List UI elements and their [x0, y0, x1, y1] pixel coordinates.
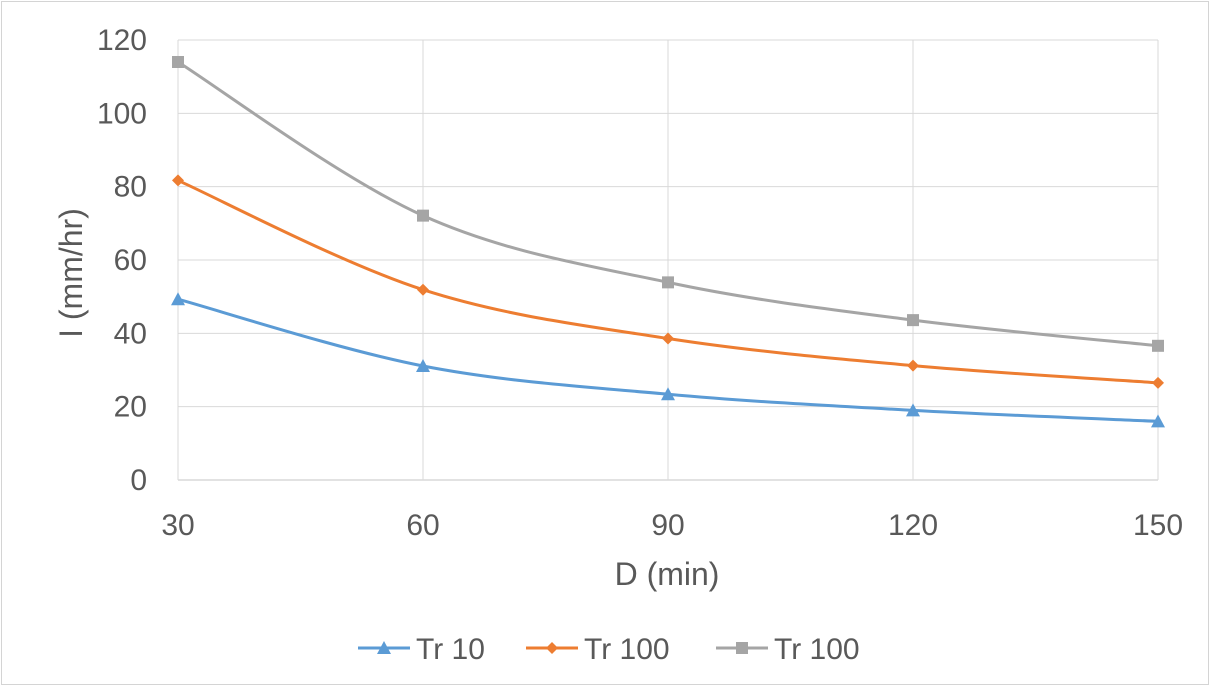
y-tick-label: 100 — [97, 97, 147, 130]
data-point-marker — [172, 56, 184, 68]
x-axis-tick-labels: 30 60 90 120 150 — [161, 509, 1183, 542]
y-tick-label: 120 — [97, 24, 147, 57]
y-tick-label: 60 — [114, 244, 147, 277]
series-2 — [172, 174, 1164, 389]
legend-marker — [546, 642, 558, 654]
legend-item: Tr 10 — [358, 633, 485, 666]
data-point-marker — [171, 292, 185, 306]
data-point-marker — [907, 359, 919, 372]
y-axis-title: I (mm/hr) — [53, 208, 89, 338]
data-point-marker — [907, 314, 919, 327]
series-group — [171, 56, 1165, 428]
legend-marker — [736, 642, 748, 654]
data-point-marker — [1151, 414, 1165, 428]
data-point-marker — [1152, 339, 1164, 352]
data-point-marker — [172, 174, 184, 187]
x-tick-label: 120 — [888, 509, 938, 542]
data-point-marker — [661, 387, 675, 401]
y-tick-label: 0 — [130, 464, 147, 497]
legend-marker — [377, 641, 391, 654]
legend-label: Tr 100 — [774, 633, 860, 666]
data-point-marker — [1152, 376, 1164, 389]
data-point-marker — [662, 332, 674, 345]
y-tick-label: 80 — [114, 171, 147, 204]
data-point-marker — [662, 276, 674, 289]
x-axis-title: D (min) — [615, 556, 720, 592]
legend-label: Tr 100 — [584, 633, 670, 666]
series-3 — [172, 56, 1164, 352]
data-point-marker — [417, 283, 429, 296]
data-point-marker — [417, 209, 429, 222]
x-tick-label: 150 — [1133, 509, 1183, 542]
x-tick-label: 60 — [406, 509, 439, 542]
series-1 — [171, 292, 1165, 428]
y-axis-tick-labels: 0 20 40 60 80 100 120 — [97, 24, 147, 497]
data-point-marker — [416, 358, 430, 372]
x-tick-label: 30 — [161, 509, 194, 542]
legend-item: Tr 100 — [716, 633, 860, 666]
x-tick-label: 90 — [651, 509, 684, 542]
legend-label: Tr 10 — [416, 633, 485, 666]
gridlines — [177, 39, 1159, 481]
y-tick-label: 20 — [114, 391, 147, 424]
y-tick-label: 40 — [114, 317, 147, 350]
data-point-marker — [906, 403, 920, 417]
legend-item: Tr 100 — [526, 633, 670, 666]
legend: Tr 10 Tr 100 Tr 100 — [358, 633, 860, 666]
